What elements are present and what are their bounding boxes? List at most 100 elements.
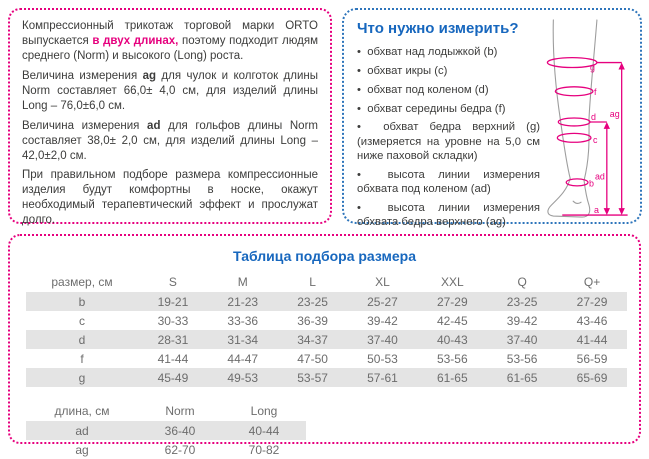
ad-arrow-down xyxy=(603,208,610,216)
size-table-title: Таблица подбора размера xyxy=(233,248,416,264)
measure-panel: Что нужно измерить? обхват над лодыжкой … xyxy=(342,8,642,228)
label-b: b xyxy=(589,178,594,188)
label-d: d xyxy=(591,112,596,122)
label-c: c xyxy=(593,135,598,145)
cell: 47-50 xyxy=(297,351,328,366)
col-header-s: S xyxy=(168,274,177,289)
col-header-xl: XL xyxy=(375,274,390,289)
row-label: ag xyxy=(75,442,89,457)
intro-p2-post: для чулок и колготок длины Norm составля… xyxy=(22,69,318,112)
cell: 19-21 xyxy=(138,292,208,311)
cell: 23-25 xyxy=(487,292,558,311)
cell: 33-36 xyxy=(227,313,259,328)
cell: 61-65 xyxy=(487,368,558,387)
cell: 25-27 xyxy=(347,292,418,311)
intro-paragraph-benefits: При правильном подборе размера компресси… xyxy=(22,169,318,227)
col-header-size: размер, см xyxy=(51,274,113,289)
cell: 53-56 xyxy=(506,351,538,366)
cell: 41-44 xyxy=(157,351,189,366)
cell: 53-57 xyxy=(277,368,348,387)
label-f: f xyxy=(594,87,597,97)
ad-arrow-up xyxy=(603,121,610,129)
cell: 39-42 xyxy=(506,313,538,328)
col-header-xxl: XXL xyxy=(440,274,464,289)
cell: 21-23 xyxy=(207,292,278,311)
row-label: f xyxy=(80,351,84,366)
cell: 53-56 xyxy=(436,351,468,366)
cell: 41-44 xyxy=(557,330,627,349)
col-header-qplus: Q+ xyxy=(583,274,601,289)
cell: 45-49 xyxy=(138,368,208,387)
girth-ellipse-d xyxy=(557,117,591,127)
table-row-c: c 30-33 33-36 36-39 39-42 42-45 39-42 43… xyxy=(26,311,627,330)
row-label: ad xyxy=(26,421,138,440)
intro-p2-measure: ag xyxy=(142,69,157,82)
cell: 36-39 xyxy=(297,313,328,328)
leg-outline-front xyxy=(552,19,571,179)
length-table-header: длина, см Norm Long xyxy=(26,400,306,421)
cell: 56-59 xyxy=(576,351,608,366)
girth-ellipse-f xyxy=(554,86,594,97)
cell: 70-82 xyxy=(248,442,280,457)
table-row-d: d 28-31 31-34 34-37 37-40 40-43 37-40 41… xyxy=(26,330,627,349)
cell: 28-31 xyxy=(138,330,208,349)
cell: 34-37 xyxy=(277,330,348,349)
cell: 23-25 xyxy=(277,292,348,311)
cell: 27-29 xyxy=(417,292,488,311)
col-header-length: длина, см xyxy=(54,403,110,418)
cell: 57-61 xyxy=(347,368,418,387)
girth-ellipse-g xyxy=(546,56,598,69)
girth-ellipse-b xyxy=(565,178,589,187)
intro-paragraph-ag: Величина измерения ag для чулок и колгот… xyxy=(22,69,318,114)
measure-item-ad: высота линии измерения обхвата под колен… xyxy=(357,168,540,197)
cell: 49-53 xyxy=(207,368,278,387)
intro-p3-post: для гольфов длины Norm составляет 38,0± … xyxy=(22,119,318,162)
intro-p3-pre: Величина измерения xyxy=(22,119,148,132)
cell: 61-65 xyxy=(417,368,488,387)
intro-paragraph-ad: Величина измерения ad для гольфов длины … xyxy=(22,119,318,164)
measure-title: Что нужно измерить? xyxy=(357,20,519,37)
size-table-header: размер, см S M L XL XXL Q Q+ xyxy=(26,271,627,292)
size-table-panel: Таблица подбора размера размер, см S M L… xyxy=(8,234,641,457)
col-header-q: Q xyxy=(517,274,527,289)
table-row-ad: ad 36-40 40-44 xyxy=(26,421,306,440)
size-table: размер, см S M L XL XXL Q Q+ b 19-21 21-… xyxy=(26,271,627,387)
ankle-bone-mark xyxy=(572,200,582,204)
intro-p3-measure: ad xyxy=(147,119,161,132)
cell: 62-70 xyxy=(164,442,196,457)
cell: 50-53 xyxy=(367,351,398,366)
cell: 37-40 xyxy=(487,330,558,349)
intro-paragraph-lengths: Компрессионный трикотаж торговой марки O… xyxy=(22,19,318,64)
measure-item-ag: высота линии измерения обхвата бедра вер… xyxy=(357,201,540,230)
label-ag: ag xyxy=(610,109,620,119)
cell: 65-69 xyxy=(557,368,627,387)
label-ad: ad xyxy=(595,171,605,181)
label-a: a xyxy=(594,205,599,215)
col-header-l: L xyxy=(309,274,316,289)
cell: 44-47 xyxy=(227,351,259,366)
length-table: длина, см Norm Long ad 36-40 40-44 ag 62… xyxy=(26,400,306,459)
table-row-b: b 19-21 21-23 23-25 25-27 27-29 23-25 27… xyxy=(26,292,627,311)
leg-measurement-diagram: g f d c b a ad ag xyxy=(546,19,628,218)
cell: 30-33 xyxy=(157,313,189,328)
measure-item-g: обхват бедра верхний (g) (измеряется на … xyxy=(357,120,540,163)
intro-p1-highlight: в двух длинах, xyxy=(92,34,179,47)
cell: 42-45 xyxy=(436,313,468,328)
cell: 37-40 xyxy=(347,330,418,349)
label-g: g xyxy=(590,62,595,72)
table-row-ag: ag 62-70 70-82 xyxy=(26,440,306,459)
ag-arrow-up xyxy=(618,62,625,70)
cell: 43-46 xyxy=(576,313,608,328)
row-label: g xyxy=(26,368,138,387)
col-header-norm: Norm xyxy=(165,403,195,418)
measure-item-d: обхват под коленом (d) xyxy=(357,83,540,97)
intro-p1-pre: Компрессионный трикотаж торговой марки O… xyxy=(22,20,318,47)
row-label: d xyxy=(26,330,138,349)
cell: 40-43 xyxy=(417,330,488,349)
ag-arrow-down xyxy=(618,208,625,216)
girth-ellipse-c xyxy=(556,132,592,143)
foot-outline xyxy=(547,177,591,218)
table-row-f: f 41-44 44-47 47-50 50-53 53-56 53-56 56… xyxy=(26,349,627,368)
intro-p2-pre: Величина измерения xyxy=(22,69,143,82)
cell: 27-29 xyxy=(557,292,627,311)
